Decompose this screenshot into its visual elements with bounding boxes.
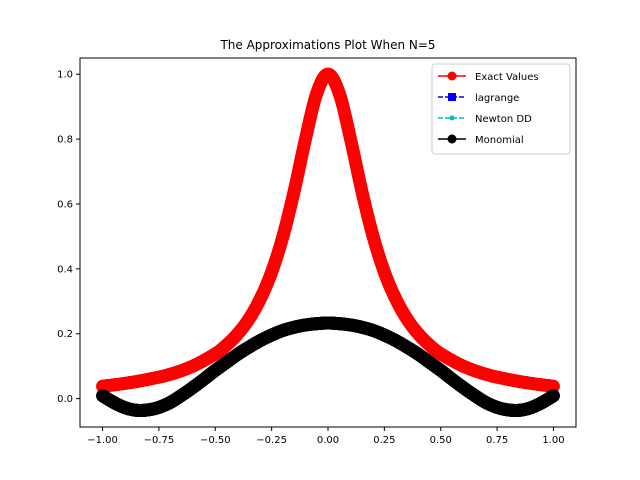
legend-marker xyxy=(447,134,457,144)
legend-label: Exact Values xyxy=(475,72,539,83)
x-tick-label: 0.00 xyxy=(317,435,339,446)
legend-item: Monomial xyxy=(438,134,524,146)
y-tick-label: 0.0 xyxy=(57,394,73,405)
x-tick-label: 1.00 xyxy=(542,435,564,446)
legend-label: Newton DD xyxy=(475,114,532,125)
x-tick-label: −1.00 xyxy=(87,435,118,446)
series-monomial xyxy=(96,316,560,417)
legend-marker xyxy=(448,93,456,101)
data-point xyxy=(546,389,560,403)
series-exact-values xyxy=(96,67,560,393)
x-tick-label: 0.25 xyxy=(373,435,395,446)
x-tick-label: 0.50 xyxy=(430,435,452,446)
x-tick-label: −0.50 xyxy=(200,435,231,446)
series-layer xyxy=(96,67,560,417)
legend-box xyxy=(431,63,571,155)
y-tick-label: 0.2 xyxy=(57,329,73,340)
data-point xyxy=(546,379,560,393)
x-tick-label: 0.75 xyxy=(486,435,508,446)
chart-title: The Approximations Plot When N=5 xyxy=(219,38,435,52)
y-tick-label: 0.6 xyxy=(57,199,73,210)
axes-layer: −1.00 −0.75 −0.50 −0.25 0.00 0.25 0.50 0.75 1.00… xyxy=(57,57,577,446)
x-tick-label: −0.25 xyxy=(256,435,287,446)
legend-marker xyxy=(449,115,455,121)
x-tick-label: −0.75 xyxy=(144,435,175,446)
legend-label: Monomial xyxy=(475,135,524,146)
y-tick-label: 0.8 xyxy=(57,135,73,146)
legend: Exact Values lagrange Newton DD Monomial xyxy=(431,63,571,155)
legend-item: lagrange xyxy=(438,93,519,104)
y-tick-label: 1.0 xyxy=(57,70,73,81)
legend-item: Newton DD xyxy=(438,114,532,125)
legend-item: Exact Values xyxy=(438,71,539,83)
y-tick-label: 0.4 xyxy=(57,264,73,275)
legend-marker xyxy=(447,71,457,81)
legend-label: lagrange xyxy=(475,93,519,104)
